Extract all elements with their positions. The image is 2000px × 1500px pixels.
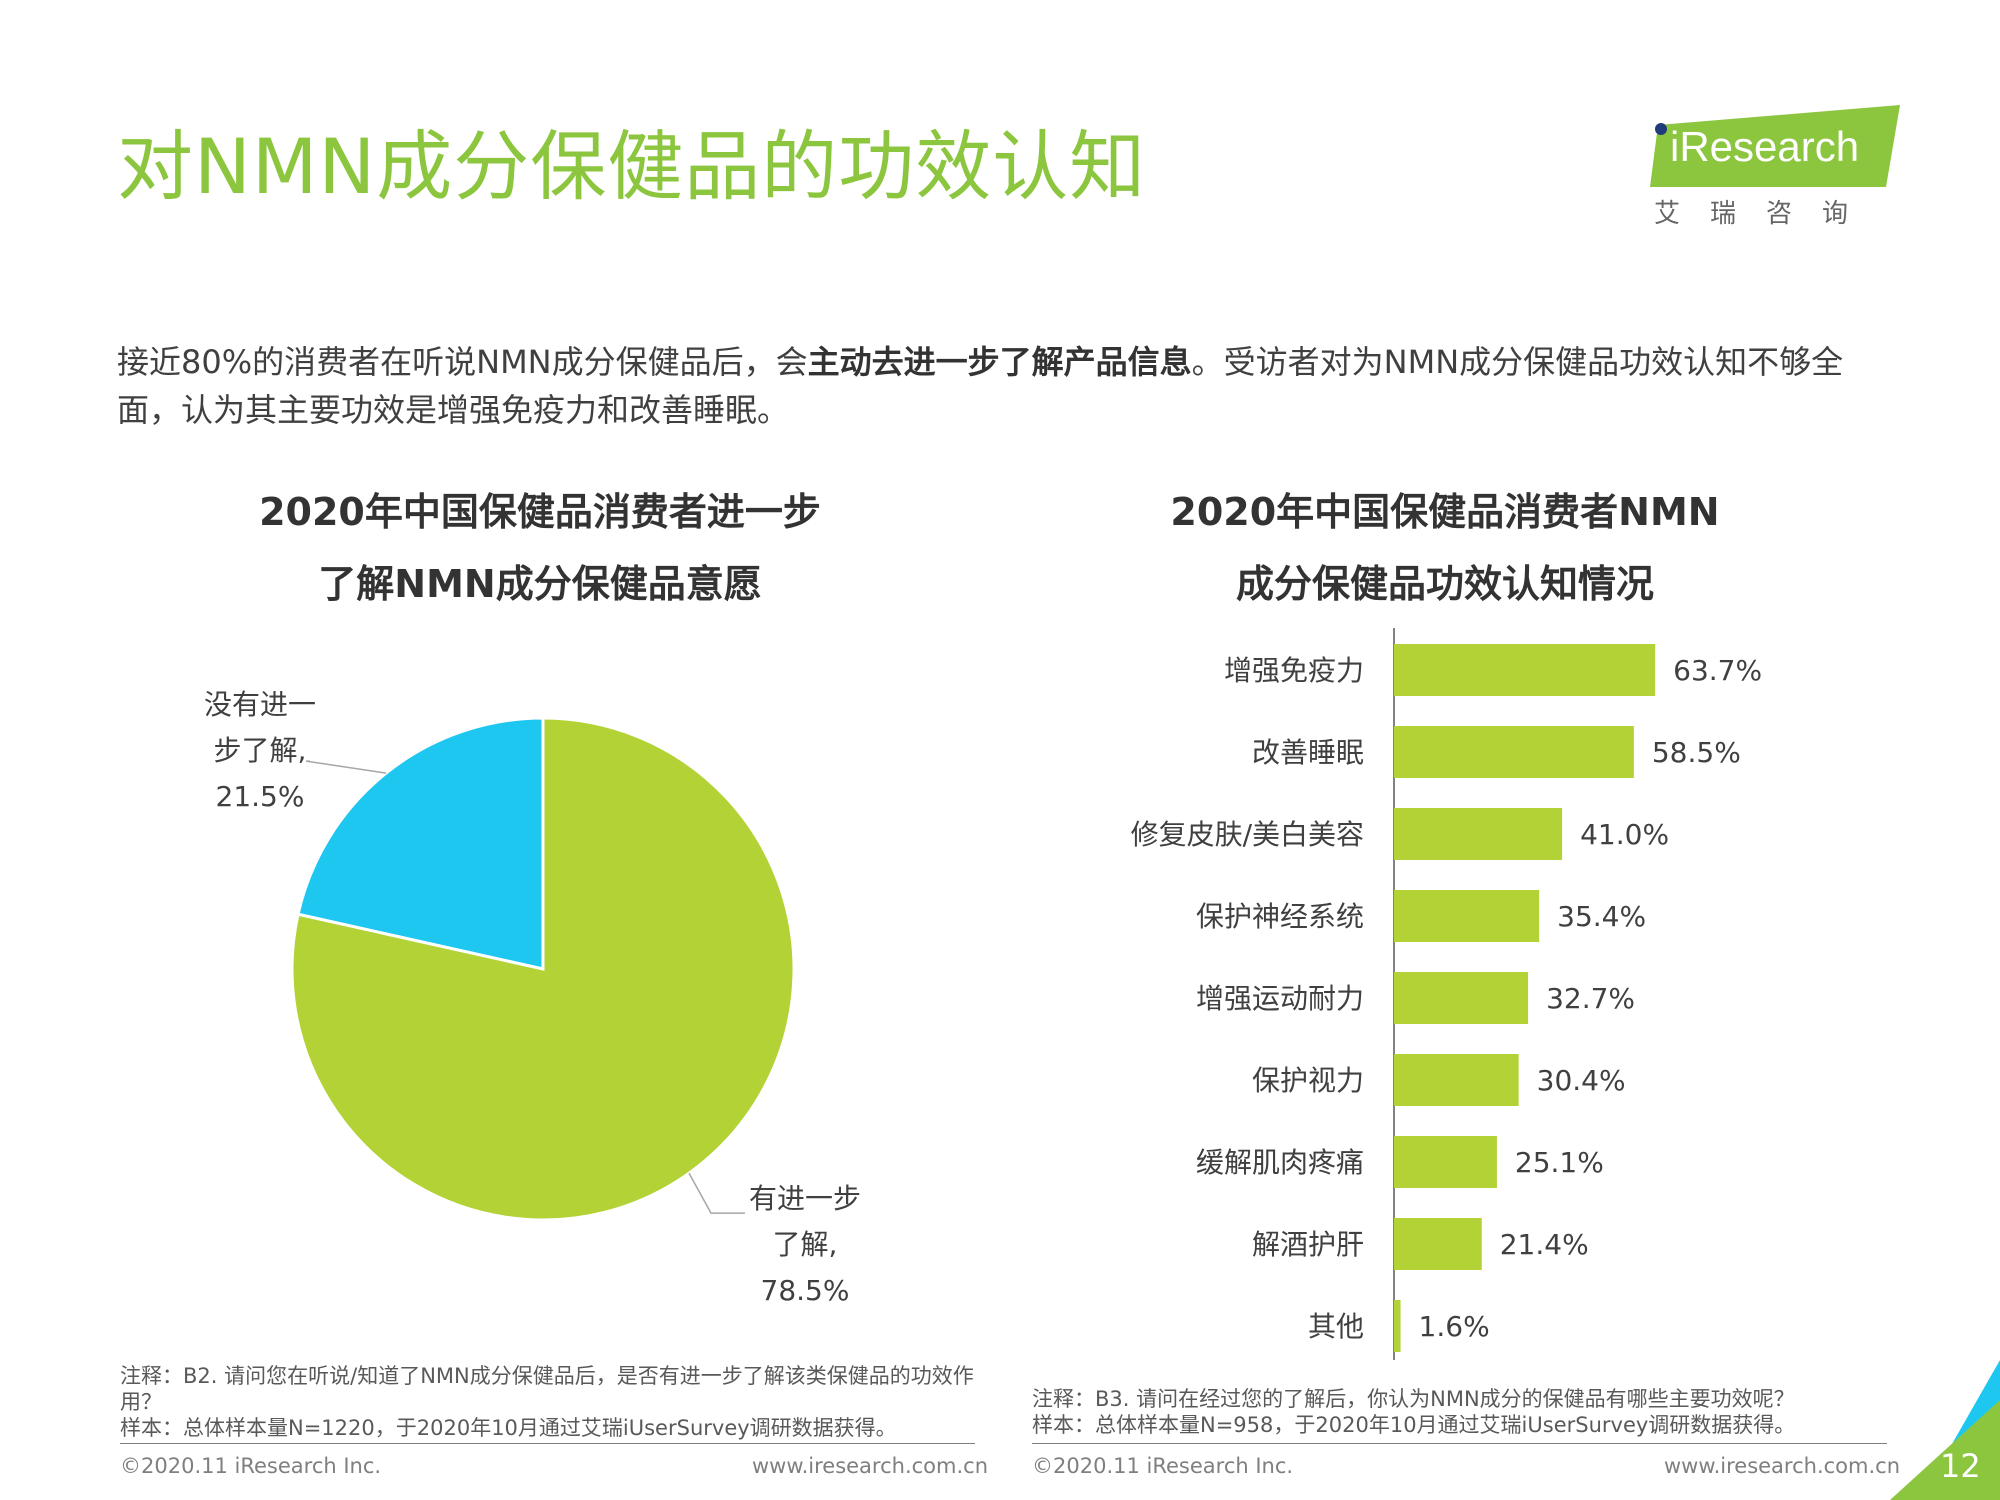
bar-value-label: 21.4% (1500, 1228, 1589, 1261)
page-title: 对NMN成分保健品的功效认知 (117, 122, 1147, 211)
pie-label-value: 21.5% (215, 780, 305, 813)
footer-divider-left (120, 1443, 975, 1444)
iresearch-logo: iResearch 艾瑞咨询 (1650, 105, 1900, 230)
pie-note-sample: 样本：总体样本量N=1220，于2020年10月通过艾瑞iUserSurvey调… (120, 1416, 897, 1440)
bar-category-label: 增强运动耐力 (1196, 982, 1364, 1015)
pie-chart-title-line1: 2020年中国保健品消费者进一步 (259, 490, 821, 534)
bar-category-label: 其他 (1308, 1310, 1364, 1343)
bar-mark (1394, 890, 1540, 942)
bar-category-label: 保护神经系统 (1196, 900, 1364, 933)
logo-subtitle: 艾瑞咨询 (1654, 199, 1879, 229)
pie-label-not-further: 没有进一 步了解, 21.5% (170, 682, 350, 820)
bar-mark (1394, 808, 1563, 860)
pie-label-value: 78.5% (760, 1274, 850, 1307)
intro-text-bold: 主动去进一步了解产品信息 (807, 343, 1192, 381)
bar-value-label: 1.6% (1419, 1310, 1490, 1343)
bar-category-label: 改善睡眠 (1252, 736, 1364, 769)
bar-value-label: 41.0% (1580, 818, 1669, 851)
bar-category-label: 保护视力 (1252, 1064, 1364, 1097)
bar-category-label: 缓解肌肉疼痛 (1196, 1146, 1364, 1179)
bar-note-question: 注释：B3. 请问在经过您的了解后，你认为NMN成分的保健品有哪些主要功效呢？ (1032, 1387, 1795, 1411)
pie-label-line1: 没有进一 (203, 688, 316, 721)
pie-slice (290, 716, 796, 1222)
bar-value-label: 58.5% (1652, 736, 1741, 769)
footer-website-right: www.iresearch.com.cn (1664, 1454, 1901, 1478)
page-number: 12 (1940, 1447, 1981, 1485)
logo-text: iResearch (1670, 123, 1860, 170)
bar-mark (1394, 1218, 1482, 1270)
bar-mark (1394, 644, 1656, 696)
bar-mark (1394, 1300, 1401, 1352)
footer-copyright-right: ©2020.11 iResearch Inc. (1032, 1454, 1294, 1478)
bar-value-label: 32.7% (1546, 982, 1635, 1015)
bar-chart-title-line2: 成分保健品功效认知情况 (1235, 562, 1654, 606)
pie-leader-line (305, 760, 387, 774)
footer-copyright-left: ©2020.11 iResearch Inc. (120, 1454, 382, 1478)
pie-chart-title: 2020年中国保健品消费者进一步 了解NMN成分保健品意愿 (190, 476, 890, 620)
bar-mark (1394, 1054, 1519, 1106)
bar-category-label: 修复皮肤/美白美容 (1131, 818, 1364, 851)
pie-note-question: 注释：B2. 请问您在听说/知道了NMN成分保健品后，是否有进一步了解该类保健品… (120, 1364, 974, 1414)
bar-category-label: 增强免疫力 (1224, 654, 1364, 687)
bar-category-label: 解酒护肝 (1252, 1228, 1364, 1261)
bar-mark (1394, 726, 1634, 778)
corner-decoration-icon (1890, 1360, 2000, 1500)
bar-chart-title: 2020年中国保健品消费者NMN 成分保健品功效认知情况 (1090, 476, 1800, 620)
pie-label-line1: 有进一步 (748, 1182, 861, 1215)
intro-paragraph: 接近80%的消费者在听说NMN成分保健品后，会主动去进一步了解产品信息。受访者对… (117, 338, 1897, 434)
bar-value-label: 25.1% (1515, 1146, 1604, 1179)
pie-label-line2: 了解, (772, 1228, 838, 1261)
bar-value-label: 63.7% (1673, 654, 1762, 687)
bar-chart-title-line1: 2020年中国保健品消费者NMN (1170, 490, 1720, 534)
bar-note-sample: 样本：总体样本量N=958，于2020年10月通过艾瑞iUserSurvey调研… (1032, 1413, 1796, 1437)
pie-leader-line (688, 1172, 745, 1214)
bar-value-label: 35.4% (1557, 900, 1646, 933)
bar-mark (1394, 972, 1529, 1024)
pie-slice (296, 716, 545, 971)
bar-note: 注释：B3. 请问在经过您的了解后，你认为NMN成分的保健品有哪些主要功效呢？ … (1032, 1386, 1892, 1438)
footer-website-left: www.iresearch.com.cn (752, 1454, 989, 1478)
bar-value-label: 30.4% (1537, 1064, 1626, 1097)
bar-mark (1394, 1136, 1497, 1188)
intro-text-before: 接近80%的消费者在听说NMN成分保健品后，会 (117, 343, 808, 381)
footer-divider-right (1032, 1443, 1887, 1444)
pie-note: 注释：B2. 请问您在听说/知道了NMN成分保健品后，是否有进一步了解该类保健品… (120, 1363, 980, 1441)
intro-text-after: 。受访者对为NMN成分保健品功效认知不够全面，认为其主要功效是增强免疫力和改善睡… (117, 343, 1844, 429)
pie-label-further: 有进一步 了解, 78.5% (725, 1176, 885, 1314)
pie-label-line2: 步了解, (213, 734, 307, 767)
pie-chart-title-line2: 了解NMN成分保健品意愿 (318, 562, 762, 606)
logo-badge-icon (1650, 105, 1900, 187)
